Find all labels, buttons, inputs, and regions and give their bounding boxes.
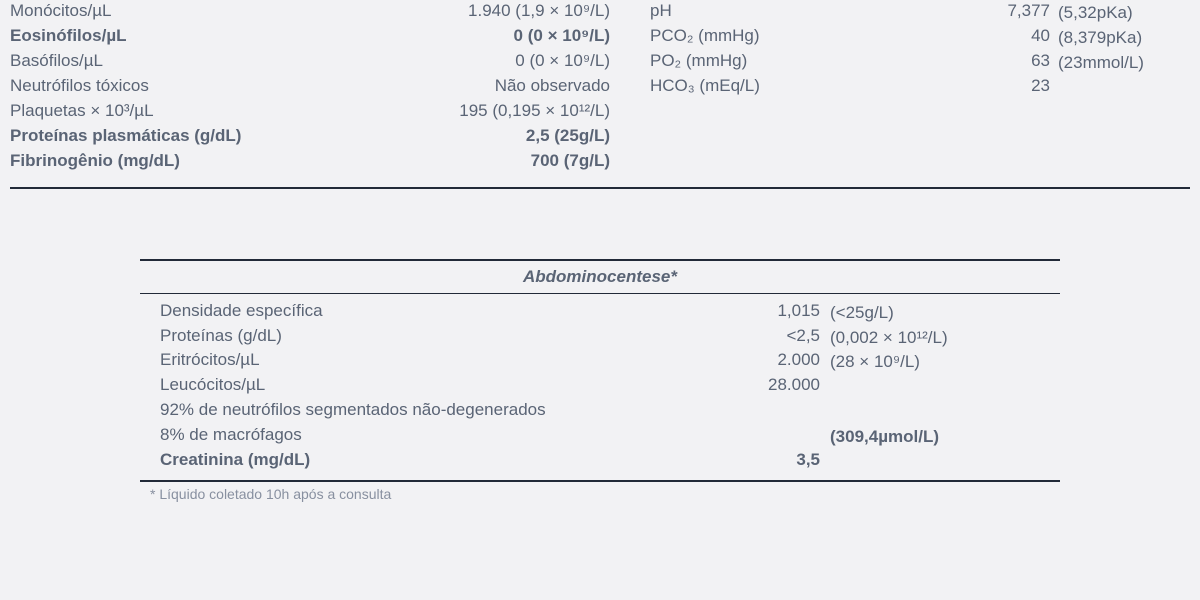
abdo-unit	[830, 376, 1040, 399]
abdo-value: 3,5	[620, 449, 820, 472]
abdo-value	[620, 399, 820, 422]
abdo-label: Leucócitos/µL	[160, 374, 620, 397]
abdo-unit: (309,4µmol/L)	[830, 426, 1040, 449]
abdo-label: 92% de neutrófilos segmentados não-degen…	[160, 399, 620, 422]
lab-value: 63	[930, 50, 1050, 73]
lab-value: 23	[930, 75, 1050, 98]
lab-unit: (5,32pKa)	[1058, 2, 1190, 25]
abdo-value: <2,5	[620, 325, 820, 348]
lab-label: Neutrófilos tóxicos	[10, 75, 350, 98]
abdo-value: 28.000	[620, 374, 820, 397]
lab-label: Proteínas plasmáticas (g/dL)	[10, 125, 350, 148]
lab-value: 40	[930, 25, 1050, 48]
abdo-label: Proteínas (g/dL)	[160, 325, 620, 348]
abdo-body: Densidade específica Proteínas (g/dL) Er…	[140, 294, 1060, 483]
abdo-label: Eritrócitos/µL	[160, 349, 620, 372]
left-labels-col: Monócitos/µL Eosinófilos/µL Basófilos/µL…	[10, 0, 350, 173]
abdominocentese-table: Abdominocentese* Densidade específica Pr…	[140, 259, 1060, 503]
abdo-unit: (<25g/L)	[830, 302, 1040, 325]
lab-value: 0 (0 × 10⁹/L)	[350, 25, 610, 48]
abdo-value: 1,015	[620, 300, 820, 323]
lab-label: pH	[650, 0, 930, 23]
lab-value: Não observado	[350, 75, 610, 98]
abdo-value: 2.000	[620, 349, 820, 372]
right-values-col: 7,377 40 63 23	[930, 0, 1050, 173]
abdo-unit: (0,002 × 10¹²/L)	[830, 327, 1040, 350]
lab-label: Eosinófilos/µL	[10, 25, 350, 48]
abdo-footnote: * Líquido coletado 10h após a consulta	[140, 482, 1060, 502]
right-units-col: (5,32pKa) (8,379pKa) (23mmol/L)	[1050, 0, 1190, 173]
lab-value: 7,377	[930, 0, 1050, 23]
lab-value: 700 (7g/L)	[350, 150, 610, 173]
lab-label: PO₂ (mmHg)	[650, 50, 930, 73]
lab-label: HCO₃ (mEq/L)	[650, 75, 930, 98]
abdo-unit: (28 × 10⁹/L)	[830, 351, 1040, 374]
lab-value: 195 (0,195 × 10¹²/L)	[350, 100, 610, 123]
right-labels-col: pH PCO₂ (mmHg) PO₂ (mmHg) HCO₃ (mEq/L)	[610, 0, 930, 173]
lab-label: Monócitos/µL	[10, 0, 350, 23]
lab-label: Basófilos/µL	[10, 50, 350, 73]
abdo-label: 8% de macrófagos	[160, 424, 620, 447]
lab-label: Plaquetas × 10³/µL	[10, 100, 350, 123]
top-lab-block: Monócitos/µL Eosinófilos/µL Basófilos/µL…	[10, 0, 1190, 189]
abdo-title: Abdominocentese*	[140, 259, 1060, 294]
lab-unit: (23mmol/L)	[1058, 52, 1190, 75]
abdo-value	[620, 424, 820, 447]
lab-label: Fibrinogênio (mg/dL)	[10, 150, 350, 173]
abdo-label: Densidade específica	[160, 300, 620, 323]
abdo-unit	[830, 401, 1040, 424]
lab-value: 1.940 (1,9 × 10⁹/L)	[350, 0, 610, 23]
lab-value: 0 (0 × 10⁹/L)	[350, 50, 610, 73]
abdo-label: Creatinina (mg/dL)	[160, 449, 620, 472]
left-values-col: 1.940 (1,9 × 10⁹/L) 0 (0 × 10⁹/L) 0 (0 ×…	[350, 0, 610, 173]
lab-value: 2,5 (25g/L)	[350, 125, 610, 148]
lab-label: PCO₂ (mmHg)	[650, 25, 930, 48]
lab-unit: (8,379pKa)	[1058, 27, 1190, 50]
